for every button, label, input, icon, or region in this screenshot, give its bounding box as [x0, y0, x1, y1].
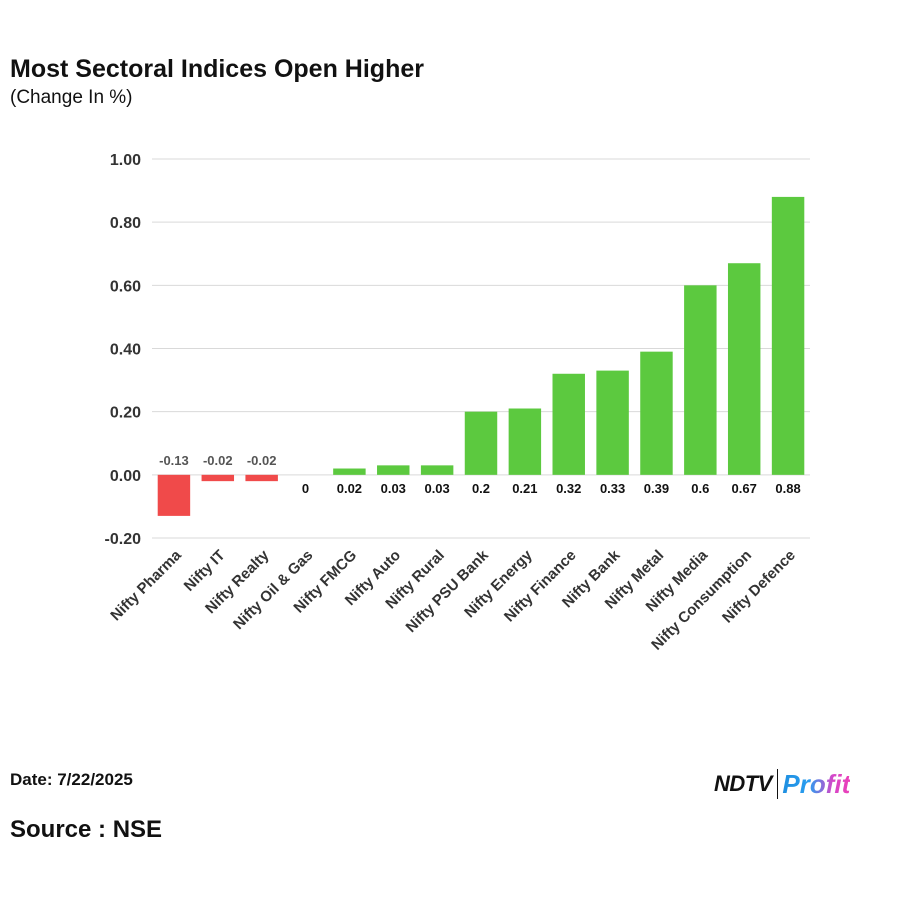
bar [640, 351, 673, 475]
bars [157, 196, 805, 516]
data-label: 0.88 [775, 481, 800, 496]
data-labels: -0.13 -0.02 -0.02 0 0.02 0.03 0.03 0.2 0.21 0.32 0… [159, 453, 801, 496]
bar [727, 263, 761, 475]
data-label: 0.2 [472, 481, 490, 496]
date-label: Date: 7/22/2025 [10, 770, 133, 789]
bar-chart: 1.000.800.600.400.200.00-0.20 -0.13 -0.02… [105, 152, 810, 654]
bar [771, 196, 805, 475]
data-label: 0.67 [732, 481, 757, 496]
y-tick-label: 0.20 [110, 405, 141, 422]
bar [464, 411, 498, 475]
y-tick-label: 0.00 [110, 468, 141, 485]
data-label: 0 [302, 481, 309, 496]
bar [508, 408, 542, 475]
logo-divider [776, 769, 779, 799]
chart-title: Most Sectoral Indices Open Higher [10, 55, 424, 83]
bar [333, 468, 366, 475]
data-label: 0.02 [337, 481, 362, 496]
bar [684, 285, 717, 475]
y-tick-label: -0.20 [105, 531, 142, 548]
bar [596, 370, 629, 475]
bar [245, 474, 278, 482]
data-label: 0.03 [381, 481, 406, 496]
bar [552, 373, 585, 475]
bar [420, 465, 454, 475]
data-label: 0.6 [691, 481, 709, 496]
data-label: 0.21 [512, 481, 537, 496]
y-axis-ticks: 1.00 0.80 0.60 0.40 0.20 0.00 -0.20 [105, 152, 142, 548]
source-label: Source : NSE [10, 816, 163, 843]
bar [377, 465, 410, 475]
y-tick-label: 0.40 [110, 342, 141, 359]
brand-logo: NDTV Profit [714, 766, 850, 802]
y-tick-label: 1.00 [110, 152, 141, 169]
bar [201, 474, 235, 482]
y-tick-label: 0.60 [110, 278, 141, 295]
data-label: -0.13 [159, 453, 189, 468]
data-label: 0.33 [600, 481, 625, 496]
x-tick-label: Nifty Oil & Gas [230, 547, 316, 633]
ndtv-logo-text: NDTV [714, 771, 772, 796]
bar [157, 474, 191, 516]
chart-subtitle: (Change In %) [10, 87, 133, 108]
data-label: 0.32 [556, 481, 581, 496]
data-label: 0.39 [644, 481, 669, 496]
profit-logo-text: Profit [782, 768, 851, 799]
y-tick-label: 0.80 [110, 215, 141, 232]
data-label: 0.03 [424, 481, 449, 496]
data-label: -0.02 [247, 453, 277, 468]
x-tick-label: Nifty Pharma [107, 546, 185, 624]
data-label: -0.02 [203, 453, 233, 468]
